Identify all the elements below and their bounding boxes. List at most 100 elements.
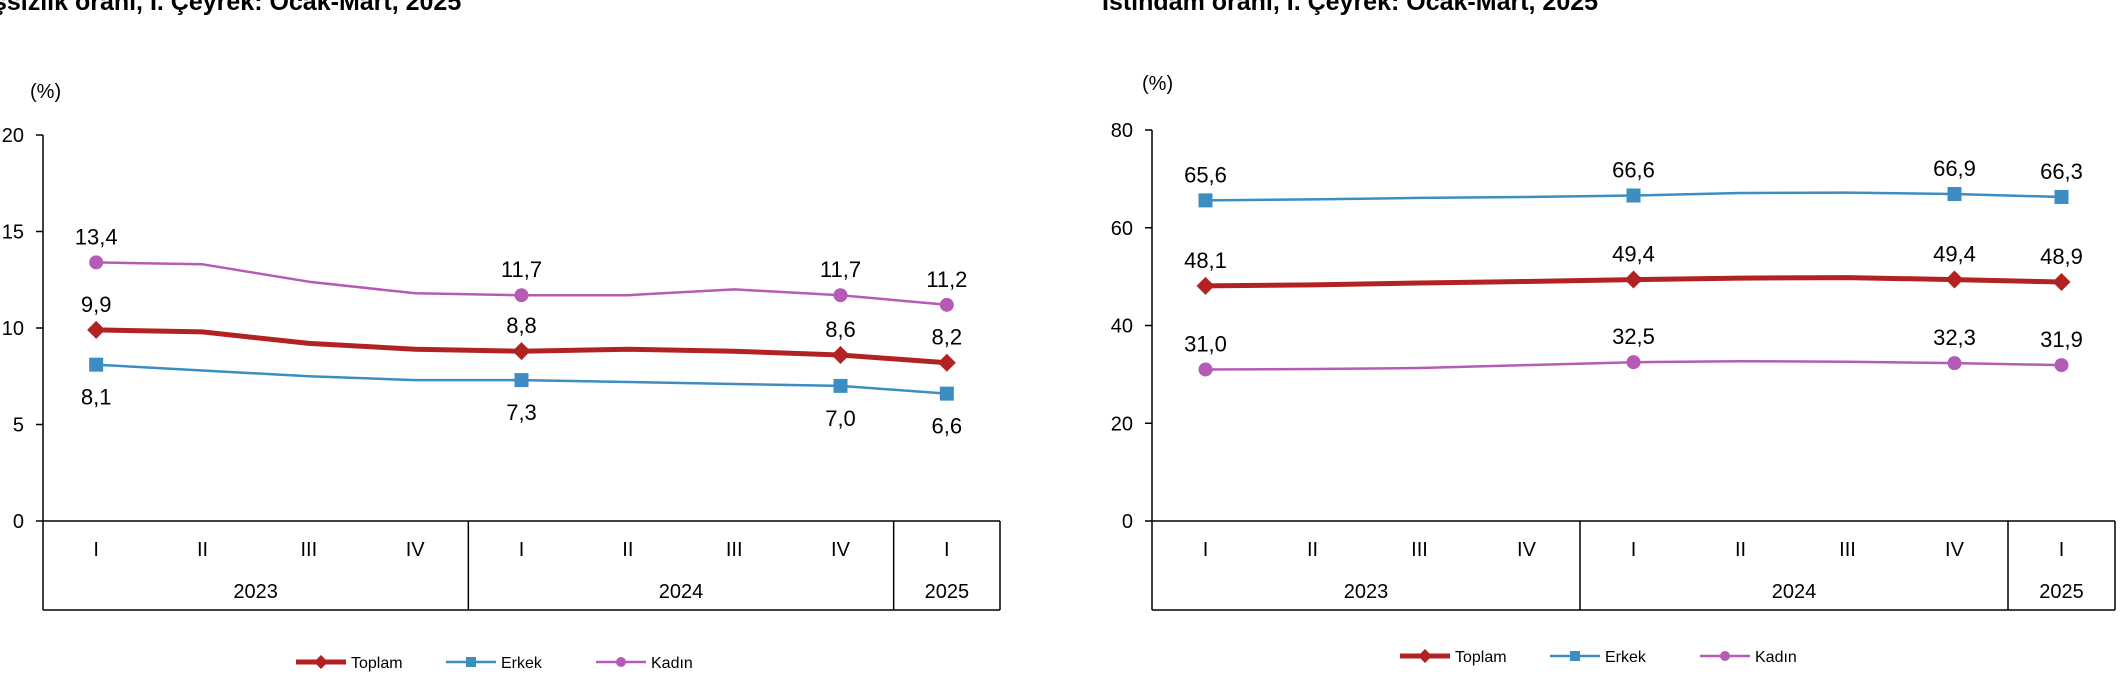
x-tick-label: IV — [1945, 539, 1965, 561]
data-label-kadin: 31,9 — [2040, 327, 2083, 352]
data-point-kadin — [1626, 355, 1641, 370]
data-point-toplam — [512, 342, 531, 361]
year-group-label: 2024 — [1772, 581, 1817, 603]
x-tick-label: IV — [831, 539, 851, 561]
data-label-kadin: 31,0 — [1184, 331, 1227, 356]
legend-marker-kadin — [616, 657, 626, 667]
y-tick-label: 0 — [1122, 511, 1133, 533]
data-point-toplam — [87, 320, 106, 339]
data-label-kadin: 11,7 — [820, 257, 861, 282]
data-label-kadin: 11,2 — [926, 267, 967, 292]
data-point-erkek — [833, 378, 848, 393]
data-label-kadin: 11,7 — [501, 257, 542, 282]
data-label-toplam: 8,8 — [506, 313, 537, 338]
legend-label-toplam: Toplam — [351, 655, 403, 672]
data-label-erkek: 7,0 — [825, 406, 856, 431]
y-tick-label: 5 — [13, 415, 24, 437]
y-tick-label: 40 — [1111, 316, 1133, 338]
y-axis-unit-label: (%) — [30, 81, 61, 103]
data-point-kadin — [89, 255, 104, 270]
legend-label-erkek: Erkek — [1605, 649, 1647, 666]
x-tick-label: I — [1631, 539, 1637, 561]
data-label-toplam: 48,9 — [2040, 244, 2083, 269]
data-point-toplam — [831, 346, 850, 365]
data-point-kadin — [939, 297, 954, 312]
data-label-toplam: 8,2 — [932, 325, 963, 350]
x-tick-label: IV — [406, 539, 426, 561]
x-tick-label: I — [1203, 539, 1209, 561]
year-group-label: 2024 — [659, 581, 704, 603]
legend-label-kadin: Kadın — [651, 655, 693, 672]
legend-marker-kadin — [1720, 651, 1730, 661]
data-point-kadin — [514, 288, 529, 303]
y-tick-label: 10 — [2, 318, 24, 340]
x-tick-label: II — [1735, 539, 1746, 561]
legend-marker-erkek — [1570, 651, 1580, 661]
x-tick-label: III — [1411, 539, 1428, 561]
data-label-kadin: 32,3 — [1933, 325, 1976, 350]
data-label-erkek: 8,1 — [81, 385, 112, 410]
data-label-erkek: 65,6 — [1184, 162, 1227, 187]
x-tick-label: I — [93, 539, 99, 561]
chart-title-employment: İstihdam oranı, I. Çeyrek: Ocak-Mart, 20… — [1102, 0, 1599, 16]
y-tick-label: 0 — [13, 511, 24, 533]
legend-marker-erkek — [466, 657, 476, 667]
data-label-erkek: 6,6 — [932, 414, 963, 439]
data-label-toplam: 8,6 — [825, 317, 856, 342]
data-label-toplam: 49,4 — [1933, 242, 1976, 267]
data-point-kadin — [2054, 358, 2069, 373]
data-point-erkek — [939, 386, 954, 401]
legend-label-toplam: Toplam — [1455, 649, 1507, 666]
x-tick-label: II — [197, 539, 208, 561]
x-tick-label: I — [519, 539, 525, 561]
data-point-erkek — [89, 357, 104, 372]
x-tick-label: III — [726, 539, 743, 561]
data-label-kadin: 13,4 — [75, 224, 118, 249]
x-tick-label: IV — [1517, 539, 1537, 561]
data-point-erkek — [1947, 187, 1962, 202]
data-point-erkek — [1198, 193, 1213, 208]
data-point-kadin — [833, 288, 848, 303]
y-axis-unit-label: (%) — [1142, 73, 1173, 95]
x-tick-label: II — [622, 539, 633, 561]
data-point-kadin — [1947, 356, 1962, 371]
y-tick-label: 15 — [2, 222, 24, 244]
legend-marker-toplam — [314, 655, 328, 669]
x-tick-label: III — [300, 539, 317, 561]
x-tick-label: II — [1307, 539, 1318, 561]
data-point-toplam — [1196, 276, 1215, 295]
legend-marker-toplam — [1418, 649, 1432, 663]
data-point-toplam — [937, 353, 956, 372]
y-tick-label: 60 — [1111, 218, 1133, 240]
data-point-toplam — [2052, 273, 2071, 292]
y-tick-label: 20 — [2, 125, 24, 147]
chart-title-unemployment: İşsizlik oranı, I. Çeyrek: Ocak-Mart, 20… — [0, 0, 462, 16]
data-point-kadin — [1198, 362, 1213, 377]
y-tick-label: 80 — [1111, 120, 1133, 142]
data-point-erkek — [514, 373, 529, 388]
data-point-toplam — [1945, 270, 1964, 289]
year-group-label: 2025 — [925, 581, 970, 603]
legend-label-kadin: Kadın — [1755, 649, 1797, 666]
x-tick-label: I — [944, 539, 950, 561]
data-label-erkek: 66,6 — [1612, 157, 1655, 182]
year-group-label: 2023 — [233, 581, 278, 603]
year-group-label: 2023 — [1344, 581, 1389, 603]
x-tick-label: I — [2059, 539, 2065, 561]
y-tick-label: 20 — [1111, 413, 1133, 435]
legend-label-erkek: Erkek — [501, 655, 543, 672]
data-label-kadin: 32,5 — [1612, 324, 1655, 349]
data-point-toplam — [1624, 270, 1643, 289]
data-label-erkek: 7,3 — [506, 400, 537, 425]
data-label-toplam: 49,4 — [1612, 242, 1655, 267]
data-label-toplam: 9,9 — [81, 292, 112, 317]
year-group-label: 2025 — [2039, 581, 2084, 603]
data-label-erkek: 66,3 — [2040, 159, 2083, 184]
x-tick-label: III — [1839, 539, 1856, 561]
data-label-erkek: 66,9 — [1933, 156, 1976, 181]
data-point-erkek — [2054, 189, 2069, 204]
data-point-erkek — [1626, 188, 1641, 203]
